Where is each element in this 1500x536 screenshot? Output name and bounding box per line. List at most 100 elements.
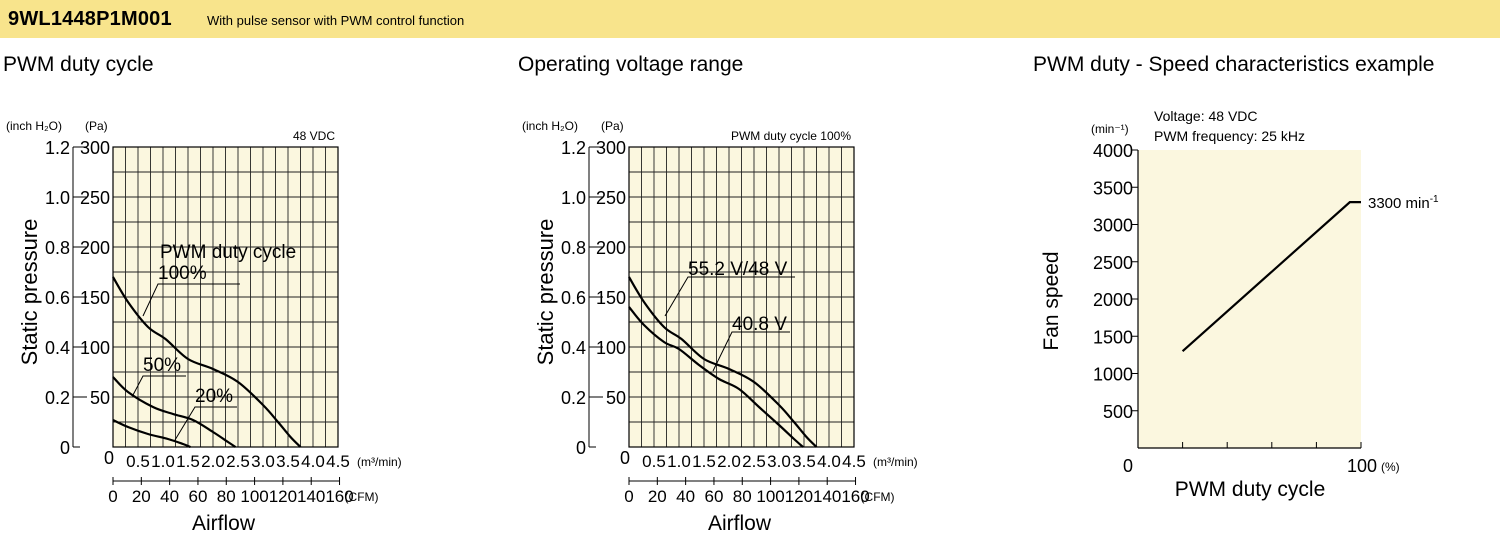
chart1-x-tick-label: 2.5 [226, 452, 250, 471]
chart2-x-tick-label: 2.0 [717, 452, 741, 471]
chart3-y-tick-label: 3000 [1093, 216, 1133, 236]
chart2-x-tick-label: 4.0 [817, 452, 841, 471]
chart3-x-axis-title: PWM duty cycle [1175, 478, 1326, 501]
chart2-x-tick-label: 4.5 [842, 452, 866, 471]
chart3-plot-area [1138, 150, 1361, 448]
chart2-y-tick-label-inch: 0.8 [561, 238, 586, 258]
chart1-x-tick-label-cfm: 80 [217, 487, 236, 506]
chart1-x-tick-label-cfm: 40 [160, 487, 179, 506]
chart1-y-tick-label-pa: 100 [80, 338, 110, 358]
chart1-x-tick-label: 4.5 [326, 452, 350, 471]
chart2-x-tick-label-cfm: 40 [676, 487, 695, 506]
chart3-series-line [1181, 201, 1361, 352]
chart1-x-tick-label: 3.5 [276, 452, 300, 471]
chart1-x-tick-label-cfm: 140 [297, 487, 325, 506]
chart3-title: PWM duty - Speed characteristics example [1033, 53, 1435, 76]
chart2-series-label: 40.8 V [732, 314, 787, 335]
chart1-x-tick-label: 1.0 [151, 452, 175, 471]
chart2-y-tick-label-inch: 0.2 [561, 388, 586, 408]
chart3-annotation-superscript: -1 [1430, 194, 1439, 205]
chart1-series-leader [142, 283, 240, 317]
chart2-series-line [628, 306, 804, 448]
chart1-y-unit-left: (inch H₂O) [6, 119, 62, 133]
chart2-x-tick-label: 1.5 [692, 452, 716, 471]
chart2-y-unit-right: (Pa) [601, 119, 624, 133]
model-name: 9WL1448P1M001 [8, 8, 172, 30]
chart3-x-end-label: 100 [1347, 456, 1377, 476]
chart2-x-tick-label: 0.5 [642, 452, 666, 471]
chart2-y-tick-label-pa: 250 [596, 188, 626, 208]
chart1-y-tick-label-inch: 0.8 [45, 238, 70, 258]
chart1-note: 48 VDC [293, 129, 335, 143]
chart1-series-line [112, 419, 191, 449]
chart2-series-leader [664, 276, 795, 317]
chart2-x-unit-secondary: (CFM) [861, 490, 895, 504]
chart1-y-tick-label-inch: 0 [60, 438, 70, 458]
chart2-y-tick-label-pa: 50 [606, 388, 626, 408]
chart3-annotation: 3300 min-1 [1368, 194, 1439, 212]
chart1-x-tick-label: 1.5 [176, 452, 200, 471]
chart2-y-tick-label-inch: 1.2 [561, 138, 586, 158]
chart1-series-label: 20% [195, 386, 233, 407]
chart3-note-line: Voltage: 48 VDC [1154, 108, 1258, 124]
chart2-x-zero-label: 0 [620, 448, 630, 468]
chart1-y-tick-label-pa: 50 [90, 388, 110, 408]
chart1-x-tick-label-cfm: 20 [132, 487, 151, 506]
chart1-y-tick-label-pa: 200 [80, 238, 110, 258]
chart2-x-tick-label-cfm: 140 [813, 487, 841, 506]
chart2-series-line [628, 276, 818, 448]
chart2-x-tick-label: 3.0 [767, 452, 791, 471]
chart1-series-line [112, 376, 237, 448]
chart2-x-tick-label-cfm: 160 [841, 487, 869, 506]
chart2-plot-frame [628, 146, 855, 448]
chart3-y-tick-label: 500 [1103, 402, 1133, 422]
chart2-y-tick-label-inch: 1.0 [561, 188, 586, 208]
chart1-x-tick-label-cfm: 120 [269, 487, 297, 506]
chart2-x-tick-label: 3.5 [792, 452, 816, 471]
chart1-y-unit-right: (Pa) [85, 119, 108, 133]
chart1-plot-frame [112, 146, 339, 448]
chart1-series-label: 100% [158, 263, 207, 284]
chart2-y-tick-label-pa: 300 [596, 138, 626, 158]
chart3-x-unit: (%) [1381, 460, 1400, 474]
chart3-y-tick-label: 2500 [1093, 253, 1133, 273]
chart1-y-tick-label-pa: 150 [80, 288, 110, 308]
chart2-y-tick-label-inch: 0 [576, 438, 586, 458]
chart2-x-unit-primary: (m³/min) [873, 455, 918, 469]
chart1-series-line [112, 276, 302, 448]
chart2-y-axis-title: Static pressure [533, 219, 558, 366]
model-description: With pulse sensor with PWM control funct… [207, 13, 465, 28]
chart2-note: PWM duty cycle 100% [731, 129, 851, 143]
chart1-x-axis-title: Airflow [192, 512, 256, 535]
chart1-series-leader [174, 406, 237, 441]
chart3-y-tick-label: 4000 [1093, 141, 1133, 161]
chart1-y-tick-label-inch: 1.0 [45, 188, 70, 208]
chart1-x-unit-secondary: (CFM) [345, 490, 379, 504]
chart1-x-tick-label-cfm: 60 [188, 487, 207, 506]
chart2-x-axis-title: Airflow [708, 512, 772, 535]
chart1-series-label: 50% [143, 355, 181, 376]
chart1-title: PWM duty cycle [3, 53, 154, 76]
chart2-x-tick-label-cfm: 60 [704, 487, 723, 506]
chart3-y-axis-title: Fan speed [1040, 251, 1063, 350]
chart1-x-tick-label: 4.0 [301, 452, 325, 471]
chart1-x-zero-label: 0 [104, 448, 114, 468]
chart3-x-zero-label: 0 [1123, 456, 1133, 476]
chart1-x-tick-label-cfm: 100 [240, 487, 268, 506]
chart2-x-tick-label: 2.5 [742, 452, 766, 471]
chart1-x-tick-label: 3.0 [251, 452, 275, 471]
chart1-y-axis-title: Static pressure [17, 219, 42, 366]
chart2-x-tick-label-cfm: 100 [756, 487, 784, 506]
chart1-y-tick-label-inch: 0.6 [45, 288, 70, 308]
chart1-y-tick-label-inch: 1.2 [45, 138, 70, 158]
chart2-series-label: 55.2 V/48 V [688, 259, 788, 280]
chart2-y-unit-left: (inch H₂O) [522, 119, 578, 133]
chart1-x-tick-label-cfm: 160 [325, 487, 353, 506]
chart3-y-tick-label: 2000 [1093, 290, 1133, 310]
chart1-x-tick-label-cfm: 0 [108, 487, 117, 506]
header-bar: 9WL1448P1M001 With pulse sensor with PWM… [0, 0, 1500, 38]
chart1-x-unit-primary: (m³/min) [357, 455, 402, 469]
chart2-series-leader [712, 331, 790, 372]
chart2-y-tick-label-inch: 0.6 [561, 288, 586, 308]
